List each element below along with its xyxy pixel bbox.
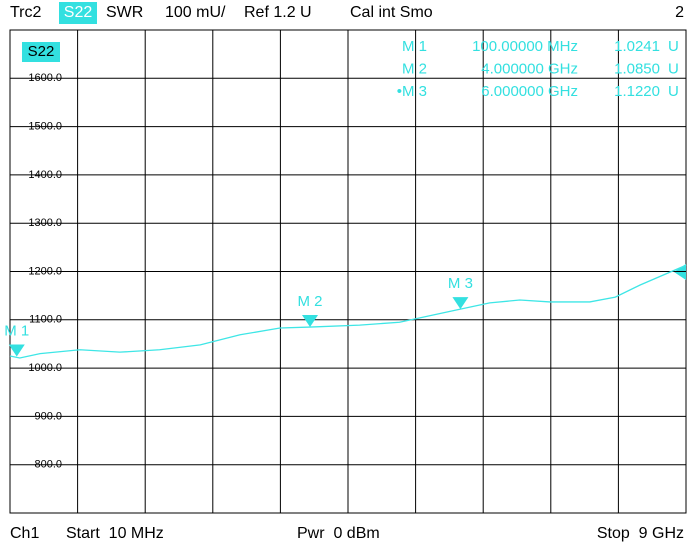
marker-triangle [8, 344, 25, 357]
marker-triangle [452, 297, 469, 310]
marker-list-name: M 1 [402, 38, 427, 55]
marker-label: M 2 [298, 293, 323, 310]
marker-label: M 3 [448, 275, 473, 292]
marker-freq: 6.000000 GHz [481, 83, 578, 100]
y-tick-label: 1200.0 [28, 265, 62, 277]
trace-name: Trc2 [10, 4, 42, 21]
marker-freq: 100.00000 MHz [472, 38, 578, 55]
marker-list-name: •M 3 [397, 83, 427, 100]
marker-unit: U [668, 38, 679, 55]
trace [9, 264, 687, 359]
marker-list-name: M 2 [402, 60, 427, 77]
format: SWR [106, 4, 143, 21]
trace-label: S22 [28, 43, 55, 60]
power: Pwr 0 dBm [297, 525, 380, 542]
start: Start 10 MHz [66, 525, 164, 542]
marker-reading: 1.0241 [614, 38, 660, 55]
y-tick-label: 1100.0 [29, 314, 62, 326]
marker-freq: 4.000000 GHz [481, 60, 578, 77]
y-tick-label: 1000.0 [28, 362, 62, 374]
ref: Ref 1.2 U [244, 4, 312, 21]
trace-badge [22, 42, 60, 62]
marker-unit: U [668, 60, 679, 77]
y-tick-label: 900.0 [34, 410, 62, 422]
marker-reading: 1.1220 [614, 83, 660, 100]
cal: Cal int Smo [350, 4, 433, 21]
param-badge [59, 2, 97, 24]
marker-unit: U [668, 83, 679, 100]
marker-reading: 1.0850 [614, 60, 660, 77]
marker-label: M 1 [4, 322, 29, 339]
y-tick-label: 1300.0 [28, 217, 62, 229]
param: S22 [64, 4, 93, 21]
y-tick-label: 1600.0 [28, 72, 62, 84]
y-tick-label: 1500.0 [28, 121, 62, 133]
window: 2 [675, 4, 684, 21]
y-tick-label: 1400.0 [28, 169, 62, 181]
stop: Stop 9 GHz [597, 525, 684, 542]
y-tick-label: 800.0 [34, 459, 62, 471]
channel: Ch1 [10, 525, 39, 542]
scale: 100 mU/ [165, 4, 226, 21]
marker-triangle [302, 315, 319, 328]
